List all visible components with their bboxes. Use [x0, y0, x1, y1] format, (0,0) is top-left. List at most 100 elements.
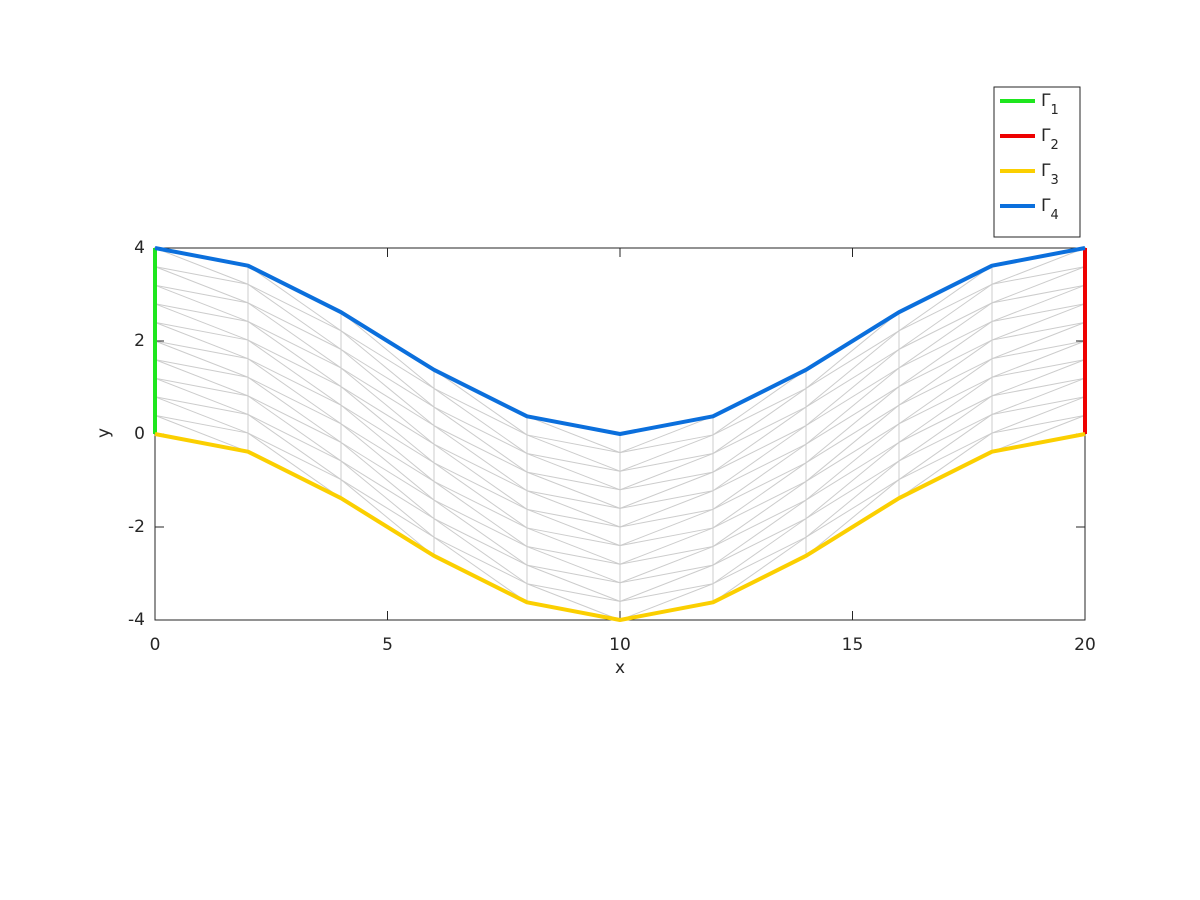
mesh-line	[526, 583, 621, 621]
mesh-line	[526, 546, 621, 565]
mesh-line	[712, 406, 807, 454]
mesh-line	[526, 434, 621, 472]
mesh-line	[898, 432, 993, 481]
mesh-line	[340, 404, 435, 464]
mesh-line	[340, 460, 435, 538]
mesh-line	[247, 283, 342, 332]
mesh-line	[247, 358, 342, 406]
mesh-line	[154, 340, 249, 378]
mesh-line	[154, 303, 249, 341]
mesh-line	[619, 583, 714, 621]
mesh-line	[991, 414, 1086, 434]
mesh-line	[247, 283, 342, 350]
mesh-line	[247, 414, 342, 480]
mesh-line	[805, 330, 900, 389]
x-tick-label: 0	[150, 635, 161, 655]
mesh-line	[154, 266, 249, 304]
mesh-line	[154, 396, 249, 434]
mesh-line	[991, 359, 1086, 397]
mesh-line	[805, 330, 900, 408]
mesh-line	[991, 266, 1086, 285]
mesh-line	[991, 266, 1086, 304]
mesh-line	[433, 406, 528, 473]
mesh-line	[433, 369, 528, 436]
mesh-line	[712, 387, 807, 436]
mesh-line	[154, 359, 249, 378]
mesh-line	[805, 311, 900, 389]
mesh-line	[619, 434, 714, 454]
mesh-line	[526, 434, 621, 454]
legend-label: Γ3	[1041, 161, 1059, 188]
mesh-line	[526, 527, 621, 547]
boundary-line	[154, 432, 1086, 622]
mesh-line	[433, 388, 528, 454]
mesh-line	[247, 376, 342, 425]
mesh-line	[619, 453, 714, 491]
x-tick-label: 15	[842, 635, 864, 655]
mesh-line	[991, 396, 1086, 415]
mesh-line	[247, 321, 342, 387]
mesh-line	[898, 376, 993, 443]
mesh-line	[805, 404, 900, 482]
mesh-line	[247, 339, 342, 406]
mesh-line	[805, 404, 900, 464]
mesh-line	[433, 499, 528, 547]
mesh-line	[619, 471, 714, 509]
mesh-line	[340, 367, 435, 427]
mesh-line	[712, 388, 807, 454]
mesh-line	[247, 302, 342, 369]
mesh-line	[526, 564, 621, 584]
mesh-line	[340, 441, 435, 520]
mesh-line	[154, 414, 249, 453]
mesh-line	[898, 358, 993, 425]
mesh-line	[805, 348, 900, 408]
mesh-line	[991, 284, 1086, 304]
mesh-line	[712, 499, 807, 566]
mesh-line	[526, 508, 621, 528]
mesh-line	[247, 321, 342, 369]
mesh-line	[991, 377, 1086, 397]
mesh-line	[154, 321, 249, 341]
mesh-line	[433, 536, 528, 585]
mesh-line	[712, 480, 807, 529]
mesh-line	[898, 358, 993, 406]
mesh-line	[340, 441, 435, 501]
legend-label: Γ4	[1041, 196, 1059, 223]
x-tick-label: 5	[382, 635, 393, 655]
mesh-line	[433, 499, 528, 566]
mesh-line	[898, 321, 993, 369]
mesh-line	[991, 321, 1086, 341]
mesh-line	[712, 499, 807, 547]
mesh-line	[247, 432, 342, 499]
mesh-line	[991, 340, 1086, 378]
x-axis-label: x	[615, 658, 625, 678]
mesh-line	[712, 425, 807, 473]
mesh-line	[154, 377, 249, 397]
mesh-line	[154, 284, 249, 304]
mesh-line	[340, 311, 435, 389]
mesh-line	[619, 434, 714, 472]
mesh-line	[340, 330, 435, 389]
mesh-line	[247, 358, 342, 425]
mesh-line	[433, 518, 528, 585]
mesh-line	[154, 321, 249, 360]
mesh-line	[619, 564, 714, 602]
legend: Γ1 Γ2 Γ3 Γ4	[993, 86, 1081, 238]
mesh-line	[805, 441, 900, 501]
mesh-line	[898, 432, 993, 499]
mesh-line	[898, 395, 993, 443]
mesh-line	[898, 395, 993, 462]
mesh-line	[898, 339, 993, 388]
mesh-line	[433, 536, 528, 603]
mesh-line	[340, 386, 435, 445]
mesh-line	[340, 386, 435, 464]
mesh-line	[340, 330, 435, 408]
mesh-line	[619, 508, 714, 547]
mesh-line	[433, 443, 528, 510]
mesh-line	[340, 348, 435, 408]
mesh-line	[154, 377, 249, 415]
mesh-line	[805, 460, 900, 538]
mesh-line	[619, 583, 714, 602]
mesh-line	[805, 479, 900, 538]
